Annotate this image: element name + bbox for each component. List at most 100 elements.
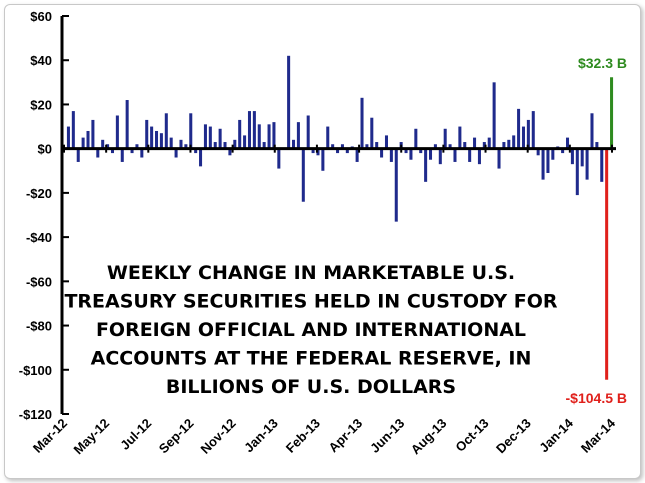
bar xyxy=(590,113,594,149)
bar xyxy=(605,148,609,380)
bar xyxy=(189,113,193,149)
bar xyxy=(223,142,227,149)
bar xyxy=(443,128,447,149)
y-tick-label: -$60 xyxy=(26,274,52,289)
bar xyxy=(463,142,467,149)
x-tick-label: Sep-12 xyxy=(156,416,197,457)
bar xyxy=(526,119,530,149)
bar xyxy=(267,124,271,149)
bar xyxy=(306,115,310,149)
bar xyxy=(96,148,100,158)
y-axis-ticks xyxy=(62,15,69,415)
bar xyxy=(86,130,90,149)
bar xyxy=(184,144,188,149)
bar xyxy=(311,148,315,154)
bar xyxy=(497,148,501,169)
bar xyxy=(482,142,486,149)
bar xyxy=(150,126,154,149)
bar xyxy=(179,139,183,149)
bar xyxy=(595,142,599,149)
bar xyxy=(580,148,584,167)
bar xyxy=(531,111,535,149)
bar xyxy=(66,126,70,149)
bar xyxy=(521,126,525,149)
chart-title-line: TREASURY SECURITIES HELD IN CUSTODY FOR xyxy=(64,291,557,313)
bar xyxy=(208,126,212,149)
bar xyxy=(492,82,496,149)
chart-title-line: FOREIGN OFFICIAL AND INTERNATIONAL xyxy=(96,319,526,341)
chart-frame xyxy=(4,4,641,479)
bar xyxy=(336,148,340,154)
bar xyxy=(448,144,452,149)
bar xyxy=(301,148,305,202)
bar xyxy=(546,148,550,173)
bars xyxy=(66,55,614,380)
bar xyxy=(424,148,428,182)
bar xyxy=(453,148,457,162)
bar xyxy=(292,139,296,149)
x-tick-label: Feb-13 xyxy=(283,416,323,456)
bar xyxy=(477,148,481,165)
bar xyxy=(110,148,114,154)
bar xyxy=(257,124,261,149)
bar xyxy=(419,148,423,154)
bar xyxy=(360,97,364,149)
bar xyxy=(380,148,384,158)
bar xyxy=(502,142,506,149)
y-tick-label: $0 xyxy=(38,142,52,157)
bar xyxy=(71,111,75,149)
bar xyxy=(541,148,545,180)
y-tick-label: -$20 xyxy=(26,186,52,201)
bar xyxy=(512,135,516,149)
x-tick-label: Jun-13 xyxy=(367,416,407,456)
bar xyxy=(174,148,178,158)
chart-title-line: ACCOUNTS AT THE FEDERAL RESERVE, IN xyxy=(91,348,532,370)
bar xyxy=(414,128,418,149)
bar xyxy=(115,115,119,149)
bar xyxy=(438,148,442,165)
x-axis-ticks xyxy=(63,144,613,153)
x-tick-label: Dec-13 xyxy=(493,416,534,457)
bar xyxy=(389,148,393,162)
bar xyxy=(570,148,574,165)
annotations: $32.3 B -$104.5 B xyxy=(566,55,627,406)
bar xyxy=(375,142,379,149)
x-tick-label: May-12 xyxy=(71,416,113,458)
chart-title-line: WEEKLY CHANGE IN MARKETABLE U.S. xyxy=(107,262,515,284)
bar xyxy=(365,144,369,149)
bar xyxy=(507,139,511,149)
bar xyxy=(321,148,325,171)
x-axis-tick-labels: Mar-12 May-12 Jul-12 Sep-12 Nov-12 Jan-13 Feb-… xyxy=(30,415,619,457)
x-tick-label: Jan-13 xyxy=(241,416,281,456)
y-tick-label: -$80 xyxy=(26,319,52,334)
y-tick-label: $20 xyxy=(30,97,52,112)
bar xyxy=(345,148,349,154)
bar xyxy=(394,148,398,222)
bar xyxy=(164,113,168,149)
bar xyxy=(135,144,139,149)
x-tick-label: Oct-13 xyxy=(452,416,491,455)
x-tick-label: Aug-13 xyxy=(408,416,450,458)
bar xyxy=(277,148,281,169)
bar xyxy=(81,137,85,149)
bar xyxy=(252,111,256,149)
bar xyxy=(169,137,173,149)
bar xyxy=(551,148,555,160)
y-tick-label: -$40 xyxy=(26,230,52,245)
y-axis-tick-labels: $60 $40 $20 $0 -$20 -$40 -$60 -$80 -$100 -$120 xyxy=(19,9,52,422)
bar xyxy=(228,148,232,156)
bar xyxy=(233,139,237,149)
y-tick-label: $40 xyxy=(30,53,52,68)
bar xyxy=(287,55,291,149)
bar xyxy=(125,100,129,149)
y-tick-label: -$120 xyxy=(19,407,52,422)
bar xyxy=(517,108,521,149)
bar xyxy=(247,111,251,149)
bar xyxy=(130,148,134,154)
bar xyxy=(384,135,388,149)
bar xyxy=(76,148,80,162)
bar xyxy=(194,148,198,154)
bar xyxy=(355,148,359,162)
bar xyxy=(585,148,589,180)
